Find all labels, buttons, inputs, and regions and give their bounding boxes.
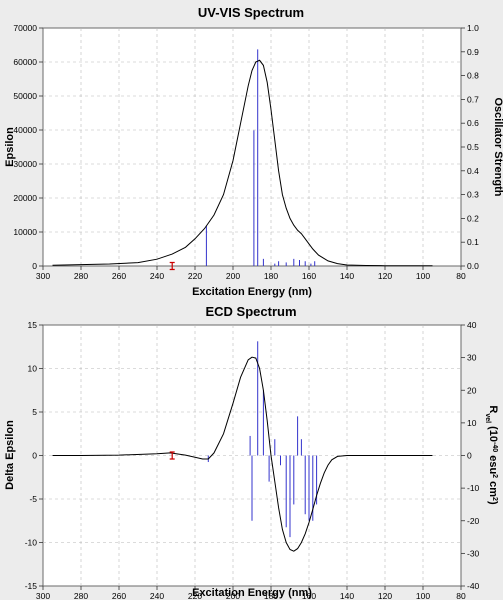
y2-tick-label: 1.0 xyxy=(467,23,479,33)
ecd-sticks xyxy=(207,341,318,538)
ecd-y2-label-part: R xyxy=(487,405,499,413)
y2-tick-label: 0 xyxy=(467,451,472,461)
x-tick-label: 200 xyxy=(226,271,240,281)
y-tick-label: 10 xyxy=(28,364,38,374)
y2-tick-label: 10 xyxy=(467,418,477,428)
y-tick-label: 5 xyxy=(32,407,37,417)
x-tick-label: 260 xyxy=(112,271,126,281)
x-tick-label: 100 xyxy=(416,591,430,600)
ecd-y2-label-part: esu xyxy=(487,452,499,474)
y2-tick-label: 0.0 xyxy=(467,261,479,271)
x-tick-label: 200 xyxy=(226,591,240,600)
y2-tick-label: 0.5 xyxy=(467,142,479,152)
uv-sticks xyxy=(205,49,316,266)
ecd-y2-label-part: 2 xyxy=(492,497,499,501)
ecd-y2-label-part: cm xyxy=(487,478,499,497)
y-tick-label: 30000 xyxy=(13,159,37,169)
y2-tick-label: -30 xyxy=(467,548,480,558)
ecd-x-axis-label: Excitation Energy (nm) xyxy=(192,587,312,599)
x-tick-label: 220 xyxy=(188,591,202,600)
ecd-y2-ticks: -40 -30 -20 -10 0 10 20 30 40 xyxy=(461,320,480,591)
ecd-y2-label-part: -40 xyxy=(492,442,499,452)
y2-tick-label: 0.9 xyxy=(467,47,479,57)
wavelength-cursor-icon[interactable] xyxy=(169,451,175,460)
x-tick-label: 240 xyxy=(150,591,164,600)
uv-grid xyxy=(43,28,461,266)
ecd-y2-label-part: vel xyxy=(485,413,492,423)
y2-tick-label: 40 xyxy=(467,320,477,330)
x-tick-label: 140 xyxy=(340,271,354,281)
x-tick-label: 280 xyxy=(74,591,88,600)
x-tick-label: 260 xyxy=(112,591,126,600)
y2-tick-label: 0.2 xyxy=(467,213,479,223)
y-tick-label: 15 xyxy=(28,320,38,330)
x-tick-label: 280 xyxy=(74,271,88,281)
ecd-y2-label-part: ) xyxy=(487,501,499,505)
uv-chart-title: UV-VIS Spectrum xyxy=(198,5,304,20)
x-tick-label: 300 xyxy=(36,591,50,600)
y-tick-label: 40000 xyxy=(13,125,37,135)
ecd-y2-label-part: (10 xyxy=(487,423,499,442)
uv-vis-spectrum-chart: UV-VIS Spectrum 300 280 260 240 220 200 180 160… xyxy=(4,5,503,298)
y-tick-label: -15 xyxy=(25,581,38,591)
x-tick-label: 80 xyxy=(456,271,466,281)
y2-tick-label: 30 xyxy=(467,353,477,363)
y-tick-label: 20000 xyxy=(13,193,37,203)
uv-plot-area xyxy=(42,27,462,267)
x-tick-label: 160 xyxy=(302,591,316,600)
uv-y-axis-label: Epsilon xyxy=(4,127,16,167)
ecd-y-ticks: -15 -10 -5 0 5 10 15 xyxy=(25,320,43,591)
x-tick-label: 160 xyxy=(302,271,316,281)
ecd-y2-axis-label: Rvel (10-40 esu2 cm2) xyxy=(485,405,500,505)
ecd-spectrum-chart: ECD Spectrum 300 280 260 240 220 200 180 160 140… xyxy=(4,304,500,600)
y-tick-label: 0 xyxy=(32,261,37,271)
y2-tick-label: 0.6 xyxy=(467,118,479,128)
y2-tick-label: 0.8 xyxy=(467,71,479,81)
x-tick-label: 180 xyxy=(264,271,278,281)
ecd-cursor-marker xyxy=(169,451,175,460)
x-tick-label: 120 xyxy=(378,271,392,281)
x-tick-label: 220 xyxy=(188,271,202,281)
x-tick-label: 180 xyxy=(264,591,278,600)
uv-cursor-marker xyxy=(169,261,175,271)
y-tick-label: 10000 xyxy=(13,227,37,237)
ecd-y-axis-label: Delta Epsilon xyxy=(4,420,16,490)
x-tick-label: 240 xyxy=(150,271,164,281)
ecd-y2-label-part: 2 xyxy=(492,474,499,478)
uv-x-axis-label: Excitation Energy (nm) xyxy=(192,286,312,298)
y2-tick-label: 20 xyxy=(467,385,477,395)
uv-spectrum-curve xyxy=(52,59,433,267)
uv-y-ticks: 0 10000 20000 30000 40000 50000 60000 70000 xyxy=(13,23,43,271)
x-tick-label: 100 xyxy=(416,271,430,281)
y-tick-label: -10 xyxy=(25,538,38,548)
y2-tick-label: 0.4 xyxy=(467,166,479,176)
y-tick-label: 0 xyxy=(32,451,37,461)
uv-y2-axis-label: Oscillator Strength xyxy=(492,97,503,196)
ecd-chart-title: ECD Spectrum xyxy=(205,304,296,319)
y2-tick-label: -20 xyxy=(467,516,480,526)
uv-y2-ticks: 0.0 0.1 0.2 0.3 0.4 0.5 0.6 0.7 0.8 0.9 1.0 xyxy=(461,23,479,271)
y2-tick-label: -40 xyxy=(467,581,480,591)
y-tick-label: -5 xyxy=(29,494,37,504)
ecd-x-ticks: 300 280 260 240 220 200 180 160 140 120 100 80 xyxy=(36,586,466,600)
y-tick-label: 70000 xyxy=(13,23,37,33)
x-tick-label: 80 xyxy=(456,591,466,600)
uv-x-ticks: 300 280 260 240 220 200 180 160 140 120 100 80 xyxy=(36,266,466,281)
ecd-spectrum-curve xyxy=(52,356,433,552)
y-tick-label: 60000 xyxy=(13,57,37,67)
y2-tick-label: -10 xyxy=(467,483,480,493)
y2-tick-label: 0.7 xyxy=(467,94,479,104)
x-tick-label: 140 xyxy=(340,591,354,600)
y2-tick-label: 0.3 xyxy=(467,190,479,200)
y-tick-label: 50000 xyxy=(13,91,37,101)
x-tick-label: 300 xyxy=(36,271,50,281)
wavelength-cursor-icon[interactable] xyxy=(169,261,175,271)
y2-tick-label: 0.1 xyxy=(467,237,479,247)
x-tick-label: 120 xyxy=(378,591,392,600)
